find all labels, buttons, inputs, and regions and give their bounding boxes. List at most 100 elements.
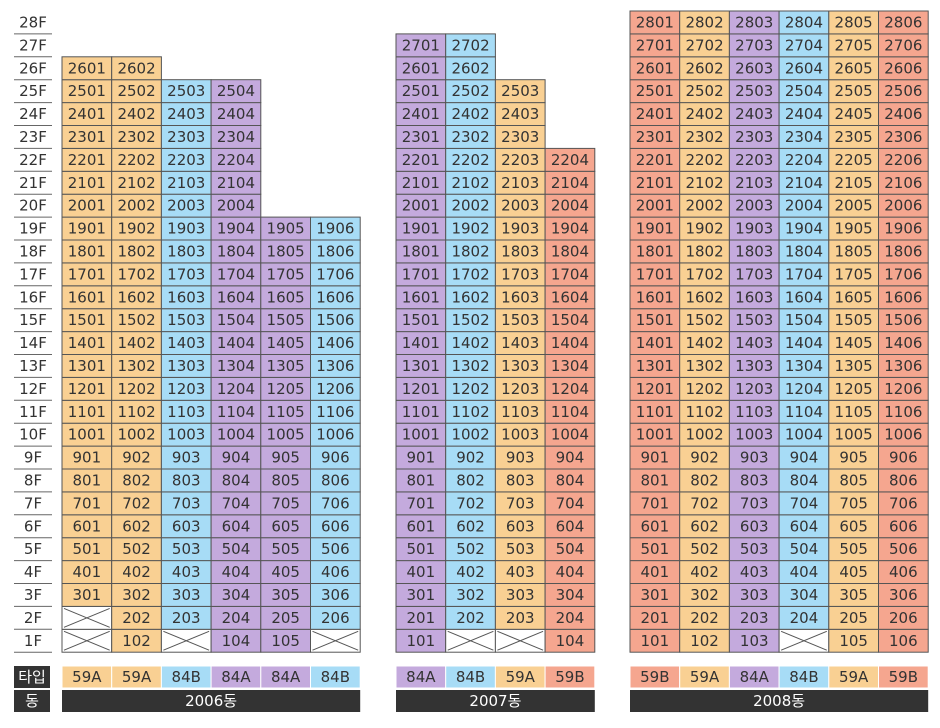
unit-number: 301 xyxy=(641,586,670,604)
unit-number: 2702 xyxy=(451,36,489,54)
unit-number: 403 xyxy=(172,563,201,581)
unit-number: 2602 xyxy=(451,59,489,77)
unit-number: 2106 xyxy=(884,174,922,192)
unit-cell xyxy=(445,33,496,58)
unit-number: 1004 xyxy=(551,426,589,444)
unit-number: 501 xyxy=(641,540,670,558)
unit-number: 2502 xyxy=(117,82,155,100)
unit-number: 403 xyxy=(740,563,769,581)
unit-number: 2403 xyxy=(735,105,773,123)
floor-label: 20F xyxy=(19,197,47,215)
unit-number: 1706 xyxy=(316,265,354,283)
unit-number: 902 xyxy=(690,449,719,467)
unit-number: 1503 xyxy=(735,311,773,329)
unit-number: 2402 xyxy=(451,105,489,123)
unit-number: 404 xyxy=(790,563,819,581)
unit-number: 404 xyxy=(222,563,251,581)
unit-number: 806 xyxy=(321,471,350,489)
unit-number: 2104 xyxy=(217,174,255,192)
type-label: 타입 xyxy=(18,668,46,686)
unit-number: 504 xyxy=(790,540,819,558)
type-name: 84A xyxy=(406,668,436,686)
unit-number: 2205 xyxy=(835,151,873,169)
unit-number: 1404 xyxy=(217,334,255,352)
unit-number: 2601 xyxy=(636,59,674,77)
floor-label: 1F xyxy=(24,632,42,650)
unit-number: 1302 xyxy=(451,357,489,375)
unit-number: 505 xyxy=(839,540,868,558)
building-name: 2008동 xyxy=(753,692,805,710)
unit-number: 1301 xyxy=(402,357,440,375)
unit-number: 1604 xyxy=(551,288,589,306)
unit-number: 1303 xyxy=(735,357,773,375)
unit-number: 601 xyxy=(407,517,436,535)
floor-label: 25F xyxy=(19,82,47,100)
unit-number: 303 xyxy=(172,586,201,604)
unit-number: 203 xyxy=(740,609,769,627)
unit-number: 2201 xyxy=(402,151,440,169)
floor-label: 21F xyxy=(19,174,47,192)
unit-number: 2203 xyxy=(501,151,539,169)
unit-number: 1606 xyxy=(316,288,354,306)
unit-number: 1204 xyxy=(217,380,255,398)
unit-number: 2605 xyxy=(835,59,873,77)
unit-number: 1905 xyxy=(835,220,873,238)
unit-number: 2801 xyxy=(636,13,674,31)
unit-number: 1502 xyxy=(451,311,489,329)
unit-number: 204 xyxy=(556,609,585,627)
unit-number: 306 xyxy=(889,586,918,604)
unit-number: 2805 xyxy=(835,13,873,31)
unit-number: 2401 xyxy=(636,105,674,123)
unit-number: 1801 xyxy=(636,242,674,260)
empty-cross xyxy=(163,630,210,651)
unit-number: 406 xyxy=(889,563,918,581)
unit-number: 1004 xyxy=(785,426,823,444)
unit-number: 2303 xyxy=(167,128,205,146)
unit-number: 1803 xyxy=(501,242,539,260)
unit-number: 501 xyxy=(407,540,436,558)
unit-number: 1901 xyxy=(636,220,674,238)
unit-number: 1604 xyxy=(217,288,255,306)
unit-number: 1505 xyxy=(267,311,305,329)
unit-number: 1504 xyxy=(217,311,255,329)
unit-number: 2702 xyxy=(685,36,723,54)
unit-number: 1501 xyxy=(636,311,674,329)
type-name: 84A xyxy=(271,668,301,686)
unit-number: 1701 xyxy=(68,265,106,283)
unit-number: 306 xyxy=(321,586,350,604)
unit-number: 2103 xyxy=(735,174,773,192)
unit-number: 1503 xyxy=(167,311,205,329)
floor-label: 17F xyxy=(19,265,47,283)
type-name: 84A xyxy=(221,668,251,686)
unit-number: 2204 xyxy=(217,151,255,169)
unit-number: 2001 xyxy=(636,197,674,215)
unit-number: 801 xyxy=(73,471,102,489)
unit-number: 603 xyxy=(506,517,535,535)
unit-number: 1606 xyxy=(884,288,922,306)
unit-number: 2301 xyxy=(636,128,674,146)
floor-label: 3F xyxy=(24,586,42,604)
unit-number: 201 xyxy=(641,609,670,627)
unit-number: 503 xyxy=(740,540,769,558)
unit-number: 1105 xyxy=(267,403,305,421)
unit-number: 701 xyxy=(407,494,436,512)
unit-number: 1706 xyxy=(884,265,922,283)
unit-number: 1805 xyxy=(835,242,873,260)
unit-number: 2201 xyxy=(68,151,106,169)
unit-number: 2005 xyxy=(835,197,873,215)
unit-number: 1602 xyxy=(451,288,489,306)
type-name: 84B xyxy=(172,668,201,686)
unit-number: 804 xyxy=(790,471,819,489)
floor-label: 4F xyxy=(24,563,42,581)
unit-number: 1201 xyxy=(402,380,440,398)
unit-number: 206 xyxy=(889,609,918,627)
unit-number: 702 xyxy=(456,494,485,512)
unit-number: 2601 xyxy=(68,59,106,77)
unit-number: 401 xyxy=(73,563,102,581)
unit-number: 2002 xyxy=(685,197,723,215)
unit-number: 2404 xyxy=(785,105,823,123)
unit-number: 2602 xyxy=(685,59,723,77)
unit-number: 201 xyxy=(407,609,436,627)
unit-number: 103 xyxy=(740,632,769,650)
empty-cross xyxy=(312,630,359,651)
